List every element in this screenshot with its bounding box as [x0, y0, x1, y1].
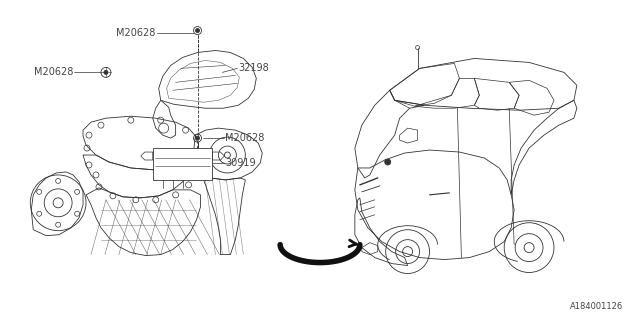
Text: M20628: M20628: [34, 68, 73, 77]
Text: 30919: 30919: [225, 158, 256, 168]
FancyBboxPatch shape: [153, 148, 212, 180]
Circle shape: [104, 70, 108, 74]
Text: 32198: 32198: [238, 63, 269, 73]
Circle shape: [385, 159, 390, 165]
Text: M20628: M20628: [116, 28, 156, 37]
Text: A184001126: A184001126: [570, 302, 623, 311]
Text: M20628: M20628: [225, 133, 265, 143]
Circle shape: [196, 28, 200, 33]
Circle shape: [196, 136, 200, 140]
